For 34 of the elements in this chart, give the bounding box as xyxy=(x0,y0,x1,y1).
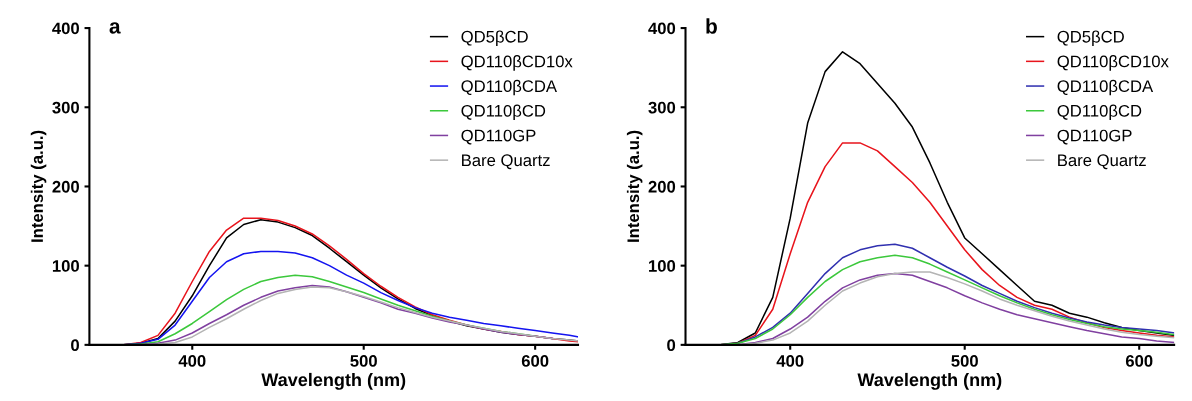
chart-title: a xyxy=(109,22,121,34)
chart-title: b xyxy=(706,18,717,34)
x-tick-label: 600 xyxy=(521,355,549,367)
legend-label: QD110βCDA xyxy=(1057,79,1154,96)
y-tick-label: 400 xyxy=(52,22,79,35)
legend-label: QD110βCD10x xyxy=(461,55,573,71)
x-tick-label: 500 xyxy=(350,355,377,367)
legend-label: QD110GP xyxy=(461,129,536,145)
x-tick-label: 600 xyxy=(1125,355,1153,367)
y-tick-label: 200 xyxy=(648,180,676,193)
y-axis-title: Intensity (a.u.) xyxy=(30,130,47,242)
y-tick-label: 0 xyxy=(71,339,79,352)
y-axis-title: Intensity (a.u.) xyxy=(626,130,643,242)
y-tick-label: 400 xyxy=(648,22,676,35)
x-axis-title: Wavelength (nm) xyxy=(261,372,406,390)
x-tick-label: 500 xyxy=(951,355,978,367)
legend-label: QD110βCD xyxy=(1057,104,1142,121)
legend-label: QD110βCD10x xyxy=(1057,55,1169,71)
x-tick-label: 400 xyxy=(776,355,804,367)
x-axis-title: Wavelength (nm) xyxy=(857,372,1002,390)
y-tick-label: 0 xyxy=(667,339,676,352)
y-tick-label: 200 xyxy=(52,180,79,193)
y-tick-label: 300 xyxy=(52,101,79,114)
legend-label: Bare Quartz xyxy=(462,154,550,170)
legend-label: QD110GP xyxy=(1057,129,1132,145)
x-tick-label: 400 xyxy=(178,355,206,367)
legend-label: QD110βCDA xyxy=(461,79,557,96)
y-tick-label: 100 xyxy=(649,260,676,272)
legend-label: QD5βCD xyxy=(461,30,528,46)
legend-label: QD5βCD xyxy=(1057,30,1124,46)
y-tick-label: 100 xyxy=(52,260,79,272)
legend-label: Bare Quartz xyxy=(1058,154,1146,170)
y-tick-label: 300 xyxy=(648,101,676,114)
legend-label: QD110βCD xyxy=(461,104,546,121)
